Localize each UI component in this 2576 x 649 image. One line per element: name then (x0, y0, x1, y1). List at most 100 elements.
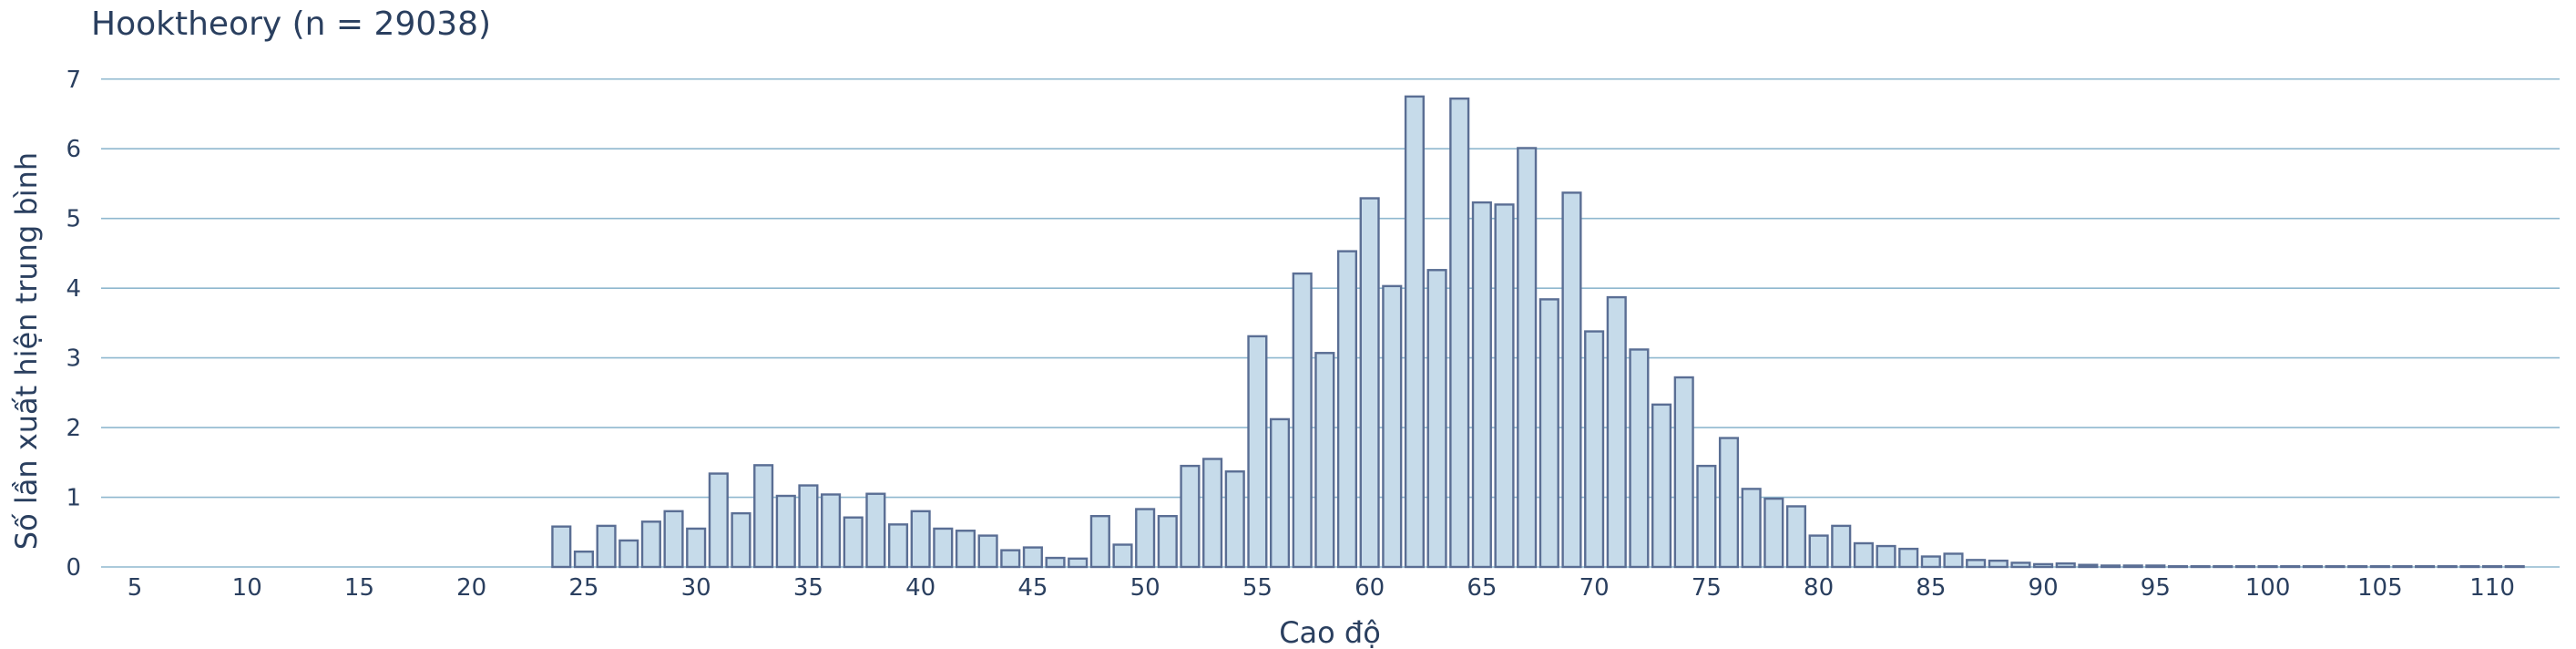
x-tick-label: 40 (905, 574, 935, 602)
bar (1336, 250, 1358, 569)
bar (1920, 555, 1941, 569)
x-tick-label: 80 (1804, 574, 1834, 602)
bar (753, 464, 774, 569)
x-tick-label: 90 (2029, 574, 2059, 602)
bar (2347, 565, 2368, 569)
bar (663, 510, 684, 569)
bar (573, 550, 595, 569)
bar (640, 520, 661, 569)
y-tick-label: 6 (66, 136, 81, 163)
bar (1831, 524, 1852, 569)
bar (2257, 565, 2278, 569)
y-tick-labels: 0 1 2 3 4 5 6 7 (66, 67, 81, 582)
bar (2302, 565, 2323, 569)
bar (1876, 544, 1896, 569)
bar (551, 525, 572, 569)
x-tick-label: 50 (1130, 574, 1160, 602)
bar (2437, 565, 2458, 569)
bar (1673, 376, 1694, 569)
bar (1561, 191, 1582, 569)
bar (2392, 565, 2413, 569)
bar (1629, 348, 1650, 569)
bar (1696, 464, 1717, 569)
bar (843, 516, 864, 569)
bar (1045, 556, 1066, 569)
bar (1651, 403, 1672, 569)
bar (1763, 497, 1784, 569)
bar (2280, 565, 2301, 569)
y-tick-label: 5 (66, 206, 81, 233)
bar (2504, 565, 2525, 569)
bar (1359, 197, 1380, 569)
x-tick-label: 110 (2469, 574, 2515, 602)
y-tick-label: 3 (66, 345, 81, 373)
bar (2122, 564, 2143, 569)
bar (910, 510, 931, 569)
bar (1292, 272, 1313, 569)
bar (1135, 508, 1156, 569)
bar (618, 539, 639, 569)
bar (1449, 97, 1470, 569)
bar (596, 524, 617, 569)
bar (887, 523, 909, 569)
bar (1382, 284, 1403, 569)
x-tick-label: 70 (1579, 574, 1610, 602)
bar (2415, 565, 2436, 569)
bar (2369, 565, 2390, 569)
y-tick-label: 7 (66, 67, 81, 94)
x-tick-label: 100 (2245, 574, 2291, 602)
bar (731, 511, 751, 569)
bar (1785, 505, 1807, 569)
bar (1741, 488, 1762, 569)
bars (551, 95, 2525, 569)
chart-title: Hooktheory (n = 29038) (91, 5, 491, 43)
bar (1606, 295, 1627, 569)
x-tick-label: 105 (2357, 574, 2403, 602)
bar (686, 527, 707, 569)
x-tick-label: 20 (456, 574, 486, 602)
bar (2078, 563, 2099, 569)
bar (1584, 330, 1605, 569)
bar (1538, 298, 1559, 569)
x-tick-labels: 5 10 15 20 25 30 35 40 45 50 55 60 65 70 75 80 85 90 95 100… (128, 574, 2515, 602)
x-tick-label: 35 (793, 574, 823, 602)
bar (1988, 559, 2009, 569)
bar (977, 534, 998, 569)
y-tick-label: 4 (66, 275, 81, 303)
bar (1157, 514, 1178, 569)
bar (1808, 534, 1829, 569)
bar (1471, 201, 1492, 569)
x-tick-label: 25 (568, 574, 598, 602)
bar (865, 492, 886, 569)
bar (1404, 95, 1425, 569)
y-axis-title: Số lần xuất hiện trung bình (9, 152, 44, 550)
bar (1426, 269, 1447, 569)
bar (955, 530, 976, 569)
bar (2213, 565, 2234, 569)
bar (1966, 559, 1987, 569)
bar (1943, 552, 1964, 569)
bar (1247, 335, 1268, 569)
bar (2145, 564, 2166, 569)
bar (1112, 543, 1133, 569)
bar (708, 472, 729, 569)
bar (2325, 565, 2346, 569)
bar (1000, 549, 1021, 569)
bar (1517, 147, 1538, 569)
x-tick-label: 75 (1692, 574, 1722, 602)
x-tick-label: 85 (1916, 574, 1946, 602)
bar (933, 527, 954, 569)
bar (2010, 561, 2031, 569)
x-tick-label: 65 (1467, 574, 1497, 602)
bar (1853, 541, 1874, 569)
bar (2459, 565, 2480, 569)
y-tick-label: 0 (66, 554, 81, 582)
bar (2100, 564, 2121, 569)
bar (1022, 546, 1043, 569)
bar (2190, 565, 2211, 569)
bar (1898, 547, 1919, 569)
x-tick-label: 10 (232, 574, 262, 602)
y-tick-label: 2 (66, 415, 81, 442)
y-tick-label: 1 (66, 485, 81, 512)
